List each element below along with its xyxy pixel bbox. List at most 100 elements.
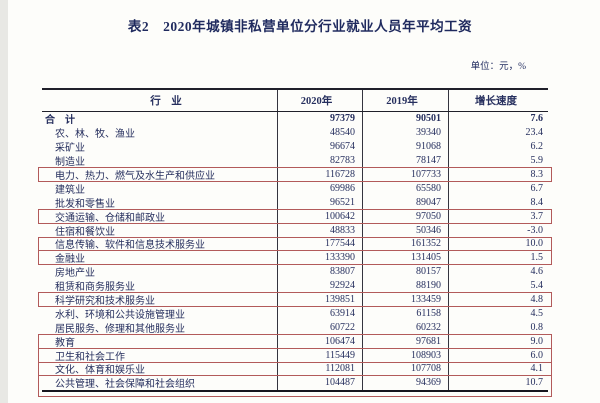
cell-2020: 115449 <box>278 348 363 363</box>
table-row: 采矿业 96674 91068 6.2 <box>42 139 548 154</box>
cell-industry: 批发和零售业 <box>42 195 278 210</box>
cell-2019: 133459 <box>363 292 449 307</box>
cell-2019: 97681 <box>363 334 449 349</box>
table-row: 合 计 97379 90501 7.6 <box>42 112 548 126</box>
cell-growth: 6.7 <box>530 182 544 194</box>
cell-2019: 91068 <box>363 139 449 154</box>
cell-industry: 住宿和餐饮业 <box>42 223 278 238</box>
cell-growth: 5.9 <box>530 155 544 167</box>
table-row: 农、林、牧、渔业 48540 39340 23.4 <box>42 125 548 140</box>
column-header-growth: 增长速度 <box>475 96 517 107</box>
cell-2019: 94369 <box>363 375 449 390</box>
cell-2019: 61158 <box>363 306 449 321</box>
cell-industry: 教育 <box>42 334 278 349</box>
cell-industry: 卫生和社会工作 <box>42 348 278 363</box>
cell-2019: 65580 <box>363 181 449 196</box>
cell-growth: 8.3 <box>530 169 544 180</box>
cell-industry: 采矿业 <box>42 139 278 154</box>
cell-growth: 5.4 <box>530 280 544 292</box>
table-row: 租赁和商务服务业 92924 88190 5.4 <box>42 278 548 293</box>
cell-growth: 6.2 <box>530 141 544 153</box>
cell-growth: 23.4 <box>525 127 544 139</box>
cell-industry: 居民服务、修理和其他服务业 <box>42 320 278 335</box>
column-header-industry: 行 业 <box>42 90 278 111</box>
table-row: 电力、热力、燃气及水生产和供应业 116728 107733 8.3 <box>38 167 552 182</box>
cell-growth: 4.8 <box>530 294 544 306</box>
unit-note: 单位：元，% <box>470 62 526 72</box>
table-row: 住宿和餐饮业 48833 50346 -3.0 <box>42 223 548 238</box>
cell-2020: 112081 <box>278 362 363 376</box>
cell-industry: 电力、热力、燃气及水生产和供应业 <box>42 167 278 182</box>
cell-industry: 金融业 <box>42 250 278 265</box>
cell-2019: 107708 <box>363 362 449 376</box>
cell-industry: 交通运输、仓储和邮政业 <box>42 209 278 224</box>
cell-2019: 80157 <box>363 264 449 279</box>
cell-growth: 7.6 <box>530 113 544 125</box>
page-left-margin-strip <box>0 0 8 403</box>
page-title: 表2 2020年城镇非私营单位分行业就业人员年平均工资 <box>127 19 473 34</box>
table-row: 科学研究和技术服务业 139851 133459 4.8 <box>38 292 552 307</box>
cell-growth: 4.5 <box>530 307 544 319</box>
table-row: 批发和零售业 96521 89047 8.4 <box>42 195 548 210</box>
cell-industry: 建筑业 <box>42 181 278 196</box>
cell-2019: 50346 <box>363 223 449 238</box>
cell-industry: 租赁和商务服务业 <box>42 278 278 293</box>
cell-industry: 农、林、牧、渔业 <box>42 125 278 140</box>
cell-2020: 97379 <box>278 112 363 126</box>
cell-2019: 88190 <box>363 278 449 293</box>
wage-table: 行 业 2020年 2019年 增长速度 合 计 97379 90501 7.6 农、林… <box>38 88 552 397</box>
table-row: 水利、环境和公共设施管理业 63914 61158 4.5 <box>42 306 548 321</box>
cell-growth: 0.8 <box>530 321 544 333</box>
table-row: 交通运输、仓储和邮政业 100642 97050 3.7 <box>38 208 552 224</box>
cell-2020: 83807 <box>278 264 363 279</box>
cell-2020: 69986 <box>278 181 363 196</box>
cell-2020: 82783 <box>278 153 363 168</box>
table-row: 制造业 82783 78147 5.9 <box>42 153 548 168</box>
cell-2019: 107733 <box>363 167 449 182</box>
table-row: 教育 106474 97681 9.0 <box>38 333 552 349</box>
cell-growth: 9.0 <box>530 335 544 347</box>
cell-industry: 文化、体育和娱乐业 <box>42 362 278 376</box>
cell-industry: 信息传输、软件和信息技术服务业 <box>42 237 278 251</box>
cell-growth: 3.7 <box>530 210 544 222</box>
cell-industry: 水利、环境和公共设施管理业 <box>42 306 278 321</box>
cell-industry: 房地产业 <box>42 264 278 279</box>
cell-growth: -3.0 <box>527 224 543 236</box>
cell-2020: 116728 <box>278 167 363 182</box>
cell-2019: 97050 <box>363 209 449 224</box>
table-header-row: 行 业 2020年 2019年 增长速度 <box>42 88 548 112</box>
cell-industry: 合 计 <box>42 112 278 126</box>
table-row: 信息传输、软件和信息技术服务业 177544 161352 10.0 <box>38 236 552 252</box>
table-row: 公共管理、社会保障和社会组织 104487 94369 10.7 <box>38 375 552 397</box>
cell-2019: 90501 <box>363 112 449 126</box>
cell-growth: 8.4 <box>530 196 544 208</box>
cell-2020: 139851 <box>278 292 363 307</box>
cell-2020: 100642 <box>278 209 363 224</box>
table-body: 合 计 97379 90501 7.6 农、林、牧、渔业 48540 39340 23.4 采矿… <box>38 112 552 397</box>
column-header-2019: 2019年 <box>363 90 449 111</box>
cell-growth: 6.0 <box>530 349 544 361</box>
cell-2019: 131405 <box>363 250 449 265</box>
cell-2019: 60232 <box>363 320 449 335</box>
cell-growth: 10.7 <box>525 377 544 389</box>
table-row: 金融业 133390 131405 1.5 <box>38 250 552 266</box>
cell-2020: 92924 <box>278 278 363 293</box>
cell-growth: 4.6 <box>530 266 544 278</box>
cell-2019: 78147 <box>363 153 449 168</box>
cell-2020: 63914 <box>278 306 363 321</box>
cell-2020: 106474 <box>278 334 363 349</box>
table-row: 卫生和社会工作 115449 108903 6.0 <box>38 347 552 363</box>
cell-2020: 60722 <box>278 320 363 335</box>
cell-growth: 4.1 <box>530 363 544 375</box>
table-row: 居民服务、修理和其他服务业 60722 60232 0.8 <box>42 320 548 335</box>
cell-2020: 48833 <box>278 223 363 238</box>
cell-2020: 177544 <box>278 237 363 251</box>
cell-2020: 48540 <box>278 125 363 140</box>
cell-2019: 108903 <box>363 348 449 363</box>
cell-industry: 科学研究和技术服务业 <box>42 292 278 307</box>
cell-2020: 133390 <box>278 250 363 265</box>
column-header-2020: 2020年 <box>278 90 363 111</box>
cell-2020: 104487 <box>278 375 363 390</box>
cell-2019: 89047 <box>363 195 449 210</box>
